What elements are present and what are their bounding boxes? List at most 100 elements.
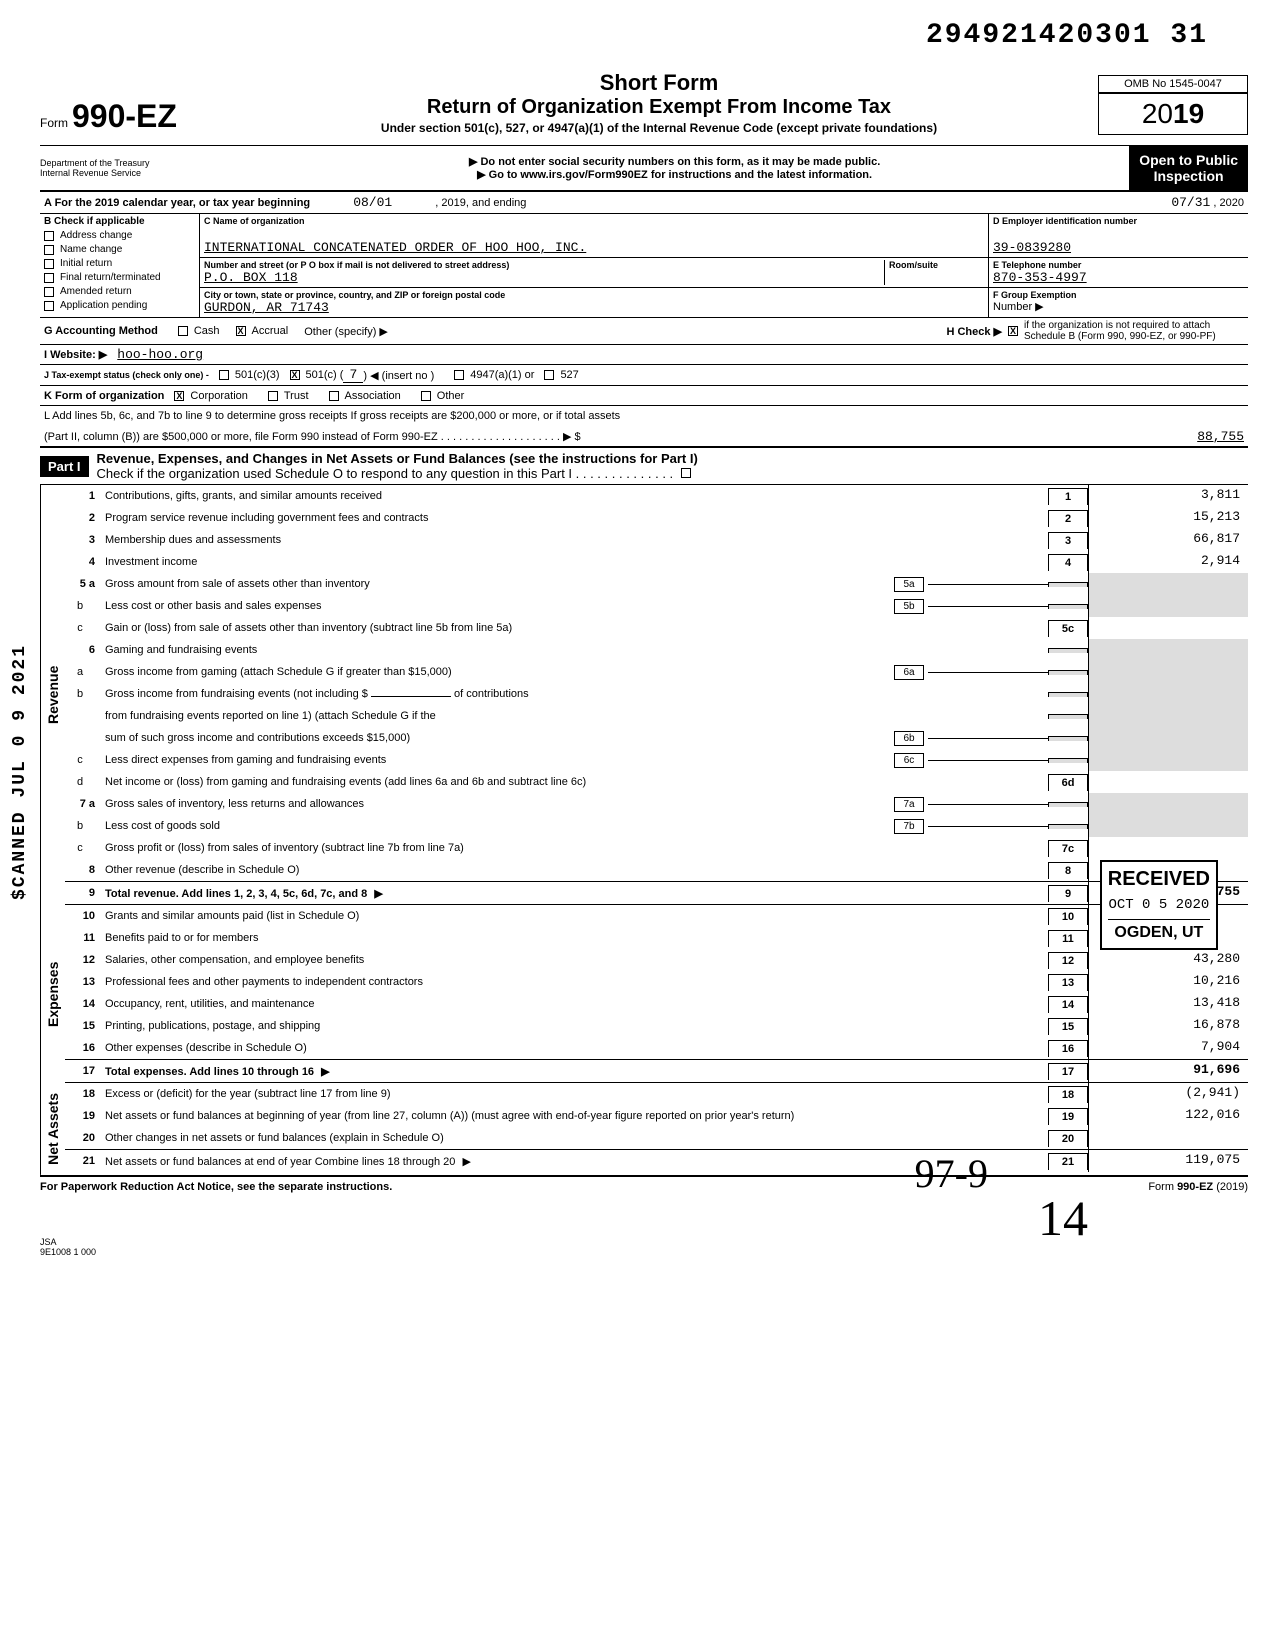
chk-name[interactable] bbox=[44, 245, 54, 255]
line-7b-shade bbox=[1048, 824, 1088, 829]
line-6c-desc: Less direct expenses from gaming and fun… bbox=[105, 754, 890, 766]
return-title: Return of Organization Exempt From Incom… bbox=[240, 96, 1078, 119]
chk-501c3[interactable] bbox=[219, 370, 229, 380]
sub-header: Department of the Treasury Internal Reve… bbox=[40, 145, 1248, 192]
under-section: Under section 501(c), 527, or 4947(a)(1)… bbox=[240, 121, 1078, 135]
h-label: H Check ▶ bbox=[946, 325, 1002, 338]
line-18-box: 18 bbox=[1048, 1086, 1088, 1103]
line-8-desc: Other revenue (describe in Schedule O) bbox=[105, 864, 1048, 876]
line-4-val: 2,914 bbox=[1088, 551, 1248, 573]
vert-expenses-label: Expenses bbox=[40, 905, 65, 1083]
line-5b-num: b bbox=[65, 600, 105, 612]
line-6b-val3 bbox=[1088, 727, 1248, 749]
line-21-desc: Net assets or fund balances at end of ye… bbox=[105, 1156, 455, 1168]
line-6a-desc: Gross income from gaming (attach Schedul… bbox=[105, 666, 890, 678]
line-3-num: 3 bbox=[65, 534, 105, 546]
chk-name-label: Name change bbox=[60, 244, 122, 255]
j-501c3-label: 501(c)(3) bbox=[235, 369, 280, 381]
line-15-val: 16,878 bbox=[1088, 1015, 1248, 1037]
line-2-num: 2 bbox=[65, 512, 105, 524]
chk-final[interactable] bbox=[44, 273, 54, 283]
chk-trust[interactable] bbox=[268, 391, 278, 401]
vert-revenue-label: Revenue bbox=[40, 485, 65, 905]
line-6b-shade2 bbox=[1048, 714, 1088, 719]
form-number: 990-EZ bbox=[72, 98, 177, 135]
part1-label: Part I bbox=[40, 456, 89, 477]
line-5a-shade bbox=[1048, 582, 1088, 587]
line-a-pre: A For the 2019 calendar year, or tax yea… bbox=[44, 197, 310, 209]
line-3-val: 66,817 bbox=[1088, 529, 1248, 551]
chk-amended[interactable] bbox=[44, 287, 54, 297]
room-label: Room/suite bbox=[889, 260, 984, 270]
line-2-box: 2 bbox=[1048, 510, 1088, 527]
line-19-num: 19 bbox=[65, 1110, 105, 1122]
scanned-stamp: $CANNED JUL 0 9 2021 bbox=[10, 644, 30, 900]
chk-cash[interactable] bbox=[178, 326, 188, 336]
f-number: Number ▶ bbox=[993, 300, 1244, 313]
line-a-end: , 2020 bbox=[1213, 197, 1244, 209]
chk-schedule-b[interactable] bbox=[1008, 326, 1018, 336]
line-7c-num: c bbox=[65, 842, 105, 854]
chk-other[interactable] bbox=[421, 391, 431, 401]
line-20-num: 20 bbox=[65, 1132, 105, 1144]
chk-assoc[interactable] bbox=[329, 391, 339, 401]
line-6b-d1: Gross income from fundraising events (no… bbox=[105, 688, 368, 700]
chk-initial-label: Initial return bbox=[60, 258, 112, 269]
irs-label: Internal Revenue Service bbox=[40, 168, 220, 178]
line-6b-shade3 bbox=[1048, 736, 1088, 741]
received-location: OGDEN, UT bbox=[1108, 919, 1210, 942]
j-label: J Tax-exempt status (check only one) - bbox=[44, 370, 209, 380]
chk-4947[interactable] bbox=[454, 370, 464, 380]
line-6-num: 6 bbox=[65, 644, 105, 656]
line-12-val: 43,280 bbox=[1088, 949, 1248, 971]
line-17-box: 17 bbox=[1048, 1063, 1088, 1080]
line-10-desc: Grants and similar amounts paid (list in… bbox=[105, 910, 1048, 922]
chk-pending[interactable] bbox=[44, 301, 54, 311]
line-5b-val bbox=[1088, 595, 1248, 617]
document-id: 294921420301 31 bbox=[926, 20, 1208, 51]
line-6-desc: Gaming and fundraising events bbox=[105, 644, 1048, 656]
chk-527[interactable] bbox=[544, 370, 554, 380]
chk-address[interactable] bbox=[44, 231, 54, 241]
chk-accrual[interactable] bbox=[236, 326, 246, 336]
form-ref: Form 990-EZ (2019) bbox=[1148, 1181, 1248, 1193]
line-5b-desc: Less cost or other basis and sales expen… bbox=[105, 600, 890, 612]
omb-number: OMB No 1545-0047 bbox=[1098, 75, 1248, 93]
line-20-box: 20 bbox=[1048, 1130, 1088, 1147]
chk-initial[interactable] bbox=[44, 259, 54, 269]
k-assoc-label: Association bbox=[345, 390, 401, 402]
g-other-label: Other (specify) ▶ bbox=[304, 325, 388, 338]
line-19-val: 122,016 bbox=[1088, 1105, 1248, 1127]
line-21-val: 119,075 bbox=[1088, 1150, 1248, 1172]
line-17-val: 91,696 bbox=[1088, 1060, 1248, 1082]
ssn-warning: ▶ Do not enter social security numbers o… bbox=[220, 155, 1129, 168]
addr-label: Number and street (or P O box if mail is… bbox=[204, 260, 884, 270]
f-label: F Group Exemption bbox=[993, 290, 1244, 300]
line-12-num: 12 bbox=[65, 954, 105, 966]
line-5a-val bbox=[1088, 573, 1248, 595]
period-end: 07/31 bbox=[1171, 195, 1210, 210]
line-6b-d4: sum of such gross income and contributio… bbox=[105, 732, 890, 744]
chk-pending-label: Application pending bbox=[60, 300, 147, 311]
line-17-num: 17 bbox=[65, 1065, 105, 1077]
line-20-val bbox=[1088, 1127, 1248, 1149]
line-16-desc: Other expenses (describe in Schedule O) bbox=[105, 1042, 1048, 1054]
line-1-val: 3,811 bbox=[1088, 485, 1248, 507]
inspection-text: Inspection bbox=[1139, 168, 1238, 184]
chk-schedule-o[interactable] bbox=[681, 468, 691, 478]
line-5c-val bbox=[1088, 617, 1248, 639]
phone-value: 870-353-4997 bbox=[993, 270, 1244, 285]
line-15-box: 15 bbox=[1048, 1018, 1088, 1035]
line-7c-box: 7c bbox=[1048, 840, 1088, 857]
line-6a-num: a bbox=[65, 666, 105, 678]
chk-corp[interactable] bbox=[174, 391, 184, 401]
chk-501c[interactable] bbox=[290, 370, 300, 380]
line-6c-val-shade bbox=[1088, 749, 1248, 771]
l-text: L Add lines 5b, 6c, and 7b to line 9 to … bbox=[44, 410, 620, 422]
part1-title: Revenue, Expenses, and Changes in Net As… bbox=[97, 451, 698, 466]
line-7c-desc: Gross profit or (loss) from sales of inv… bbox=[105, 842, 1048, 854]
line-8-num: 8 bbox=[65, 864, 105, 876]
line-15-desc: Printing, publications, postage, and shi… bbox=[105, 1020, 1048, 1032]
ein-value: 39-0839280 bbox=[993, 240, 1244, 255]
line-18-num: 18 bbox=[65, 1088, 105, 1100]
